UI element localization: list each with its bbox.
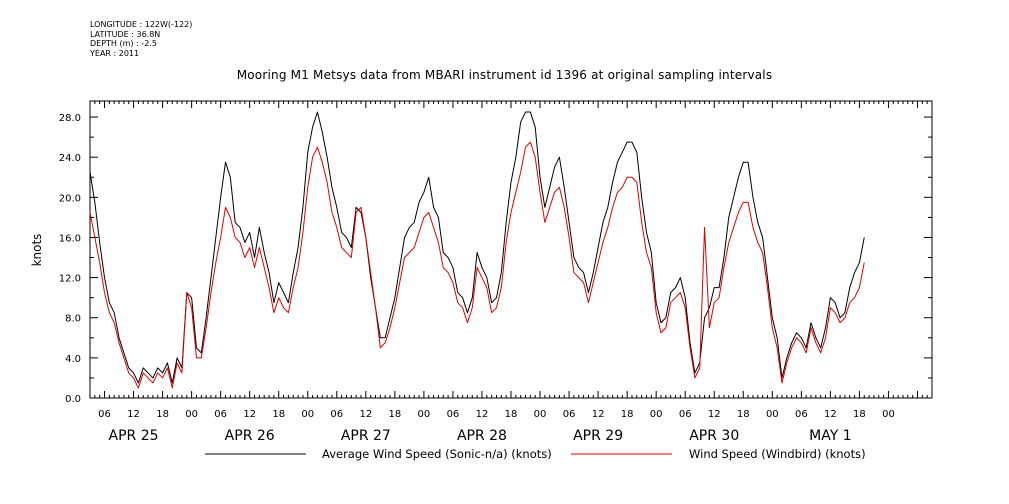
x-tick-label: 06 [98, 409, 111, 420]
legend-label-sonic: Average Wind Speed (Sonic-n/a) (knots) [322, 447, 552, 461]
x-tick-label: 12 [476, 409, 489, 420]
y-tick-label: 4.0 [65, 354, 81, 365]
x-tick-label: 12 [592, 409, 605, 420]
x-tick-label: 18 [737, 409, 750, 420]
x-tick-label: 00 [185, 409, 198, 420]
x-tick-label: 00 [766, 409, 779, 420]
day-label: MAY 1 [809, 428, 851, 444]
legend-label-windbird: Wind Speed (Windbird) (knots) [689, 447, 866, 461]
x-tick-label: 12 [243, 409, 256, 420]
y-tick-label: 8.0 [65, 314, 81, 325]
depth-text: DEPTH (m) : -2.5 [90, 39, 157, 48]
y-tick-label: 16.0 [59, 233, 81, 244]
chart-title: Mooring M1 Metsys data from MBARI instru… [236, 68, 773, 82]
day-label: APR 27 [341, 428, 391, 444]
x-tick-label: 18 [853, 409, 866, 420]
x-tick-label: 00 [882, 409, 895, 420]
x-tick-label: 18 [272, 409, 285, 420]
x-tick-label: 06 [214, 409, 227, 420]
series-line-windbird [89, 141, 865, 389]
x-tick-label: 00 [534, 409, 547, 420]
plot-series [89, 111, 865, 389]
x-tick-label: 00 [418, 409, 431, 420]
year-text: YEAR : 2011 [90, 48, 140, 58]
x-tick-label: 12 [824, 409, 837, 420]
latitude-text: LATITUDE : 36.8N [90, 29, 161, 39]
day-label: APR 26 [225, 428, 275, 444]
y-tick-label: 0.0 [65, 394, 81, 405]
day-label: APR 29 [573, 428, 623, 444]
x-tick-label: 12 [127, 409, 140, 420]
x-tick-label: 06 [679, 409, 692, 420]
metadata-block: LONGITUDE : 122W(-122) LATITUDE : 36.8N … [90, 20, 192, 58]
x-tick-label: 06 [563, 409, 576, 420]
day-label: APR 30 [689, 428, 739, 444]
x-tick-label: 18 [621, 409, 634, 420]
x-tick-label: 18 [505, 409, 518, 420]
longitude-text: LONGITUDE : 122W(-122) [90, 20, 193, 29]
y-tick-label: 24.0 [59, 153, 81, 164]
x-tick-label: 00 [650, 409, 663, 420]
day-label: APR 28 [457, 428, 507, 444]
x-tick-label: 06 [447, 409, 460, 420]
x-tick-label: 06 [330, 409, 343, 420]
y-tick-label: 12.0 [59, 274, 81, 285]
series-line-sonic [89, 111, 865, 384]
plot-axes: 06 12 18 00 06 12 18 00 06 12 18 00 06 12 18 00 06 12 18 00… [59, 100, 933, 444]
y-axis-label: knots [30, 234, 44, 267]
y-tick-label: 28.0 [59, 113, 81, 124]
x-tick-label: 00 [301, 409, 314, 420]
x-tick-label: 18 [156, 409, 169, 420]
x-tick-label: 12 [359, 409, 372, 420]
x-tick-label: 18 [388, 409, 401, 420]
x-tick-label: 12 [708, 409, 721, 420]
x-tick-label: 06 [795, 409, 808, 420]
y-tick-label: 20.0 [59, 193, 81, 204]
day-label: APR 25 [109, 428, 159, 444]
plot-frame [89, 100, 933, 399]
chart-legend: Average Wind Speed (Sonic-n/a) (knots) W… [205, 447, 866, 461]
